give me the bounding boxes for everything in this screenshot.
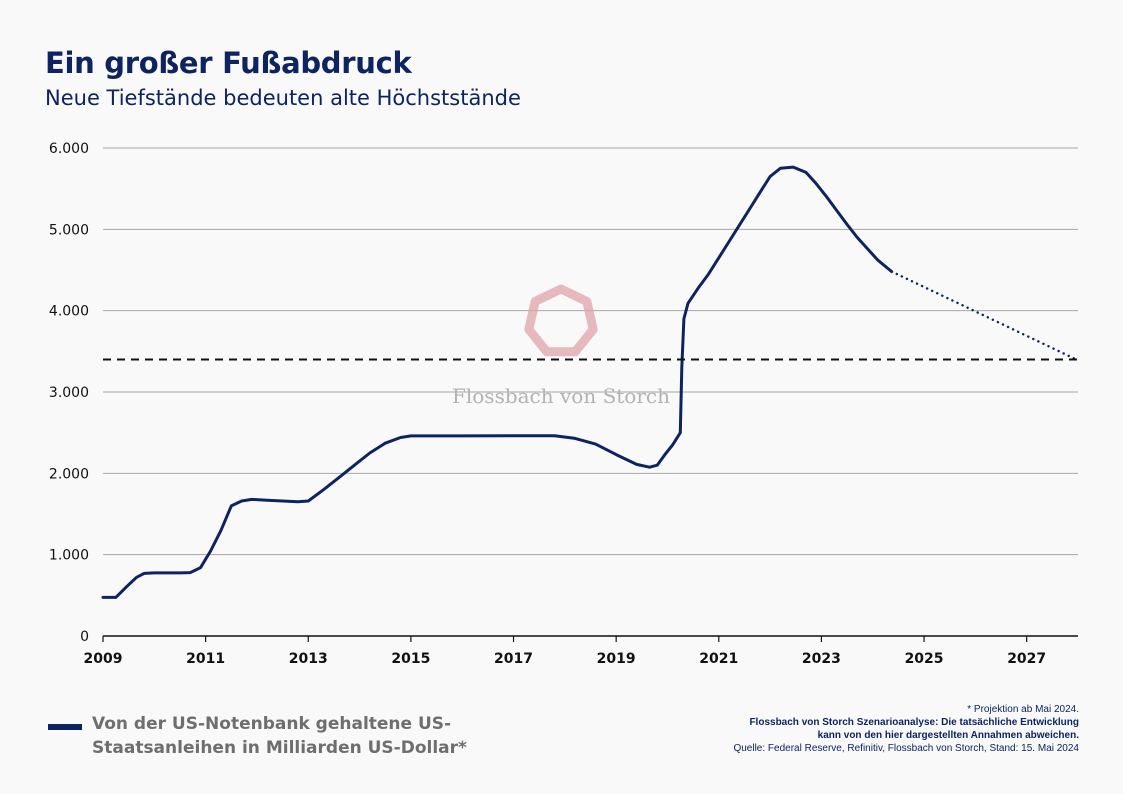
x-axis: 2009 2011 2013 2015 2017 2019 2021 2023 2025 2027 <box>84 635 1078 667</box>
x-tick-label: 2015 <box>391 651 430 667</box>
scenario-note-2: kann von den hier dargestellten Annahmen… <box>817 730 1079 741</box>
y-tick-label: 2.000 <box>49 466 89 482</box>
x-tick-label: 2011 <box>186 651 225 667</box>
flossbach-logo-icon <box>524 284 598 357</box>
watermark-text: Flossbach von Storch <box>452 384 670 408</box>
x-tick-label: 2021 <box>699 651 738 667</box>
series-line <box>101 165 894 599</box>
legend-swatch <box>48 724 82 730</box>
x-tick-label: 2017 <box>494 651 533 667</box>
chart-subtitle: Neue Tiefstände bedeuten alte Höchststän… <box>45 86 521 110</box>
x-tick-label: 2023 <box>802 651 841 667</box>
x-tick-label: 2027 <box>1007 651 1046 667</box>
series-layer <box>101 165 1080 599</box>
watermark: Flossbach von Storch <box>452 284 670 408</box>
line-chart: Flossbach von Storch 2009 2011 2013 2015 201… <box>49 141 1080 667</box>
legend: Von der US-Notenbank gehaltene US-Staats… <box>48 712 512 760</box>
legend-label: Von der US-Notenbank gehaltene US-Staats… <box>92 714 467 758</box>
y-tick-label: 0 <box>80 629 89 645</box>
x-tick-label: 2013 <box>289 651 328 667</box>
footnotes: * Projektion ab Mai 2024. Flossbach von … <box>733 703 1079 755</box>
projection-line <box>890 270 1080 362</box>
y-tick-label: 3.000 <box>49 385 89 401</box>
y-tick-label: 5.000 <box>49 222 89 238</box>
y-axis: 0 1.000 2.000 3.000 4.000 5.000 6.000 <box>49 141 89 645</box>
gridlines <box>103 147 1078 556</box>
x-tick-label: 2009 <box>84 651 123 667</box>
x-tick-label: 2025 <box>905 651 944 667</box>
y-tick-label: 1.000 <box>49 548 89 564</box>
projection-note: * Projektion ab Mai 2024. <box>967 704 1079 715</box>
y-tick-label: 6.000 <box>49 141 89 157</box>
x-tick-label: 2019 <box>597 651 636 667</box>
chart-title: Ein großer Fußabdruck <box>45 46 412 80</box>
y-tick-label: 4.000 <box>49 304 89 320</box>
scenario-note-1: Flossbach von Storch Szenarioanalyse: Di… <box>749 717 1079 728</box>
source-note: Quelle: Federal Reserve, Refinitiv, Flos… <box>733 743 1079 754</box>
